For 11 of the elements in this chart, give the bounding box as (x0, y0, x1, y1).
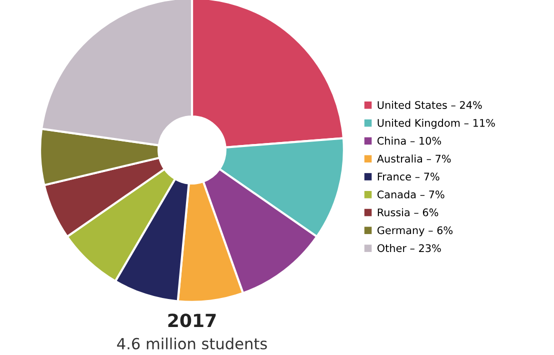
legend-label: Canada – 7% (377, 190, 444, 198)
legend-label: United States – 24% (378, 100, 482, 109)
legend-label: Other – 23% (377, 244, 441, 252)
text: 4.6 million students (117, 338, 267, 350)
legend-label: Australia – 7% (376, 154, 451, 163)
legend-label: France – 7% (378, 172, 440, 181)
legend-label: Russia – 6% (378, 208, 438, 216)
legend-label: United Kingdom – 11% (378, 118, 495, 129)
legend-label: Germany – 6% (377, 226, 453, 236)
text: 2017 (168, 314, 216, 328)
legend-label: China – 10% (377, 136, 442, 145)
